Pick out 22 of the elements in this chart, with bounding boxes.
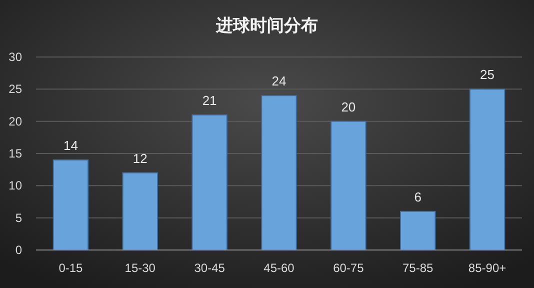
x-tick-label: 60-75: [333, 261, 364, 275]
data-label: 12: [132, 150, 148, 166]
y-tick-label: 0: [15, 243, 22, 257]
data-label: 25: [480, 67, 495, 82]
y-tick-label: 10: [8, 178, 22, 193]
data-label: 6: [414, 189, 422, 204]
data-label: 20: [341, 99, 356, 114]
y-tick-label: 5: [15, 210, 22, 225]
y-tick-label: 20: [8, 114, 22, 128]
x-tick-label: 45-60: [264, 261, 295, 275]
x-tick-label: 0-15: [58, 261, 84, 275]
y-tick-label: 15: [8, 146, 22, 160]
data-label: 14: [63, 138, 78, 153]
y-tick-label: 30: [8, 50, 22, 64]
x-tick-label: 75-85: [402, 261, 434, 275]
y-tick-label: 25: [8, 82, 22, 96]
data-label: 24: [272, 74, 286, 89]
chart-title: 进球时间分布: [215, 16, 318, 35]
x-tick-label: 85-90+: [468, 261, 506, 275]
x-tick-label: 15-30: [124, 261, 156, 275]
x-tick-label: 30-45: [194, 261, 226, 275]
data-label: 21: [202, 92, 217, 108]
